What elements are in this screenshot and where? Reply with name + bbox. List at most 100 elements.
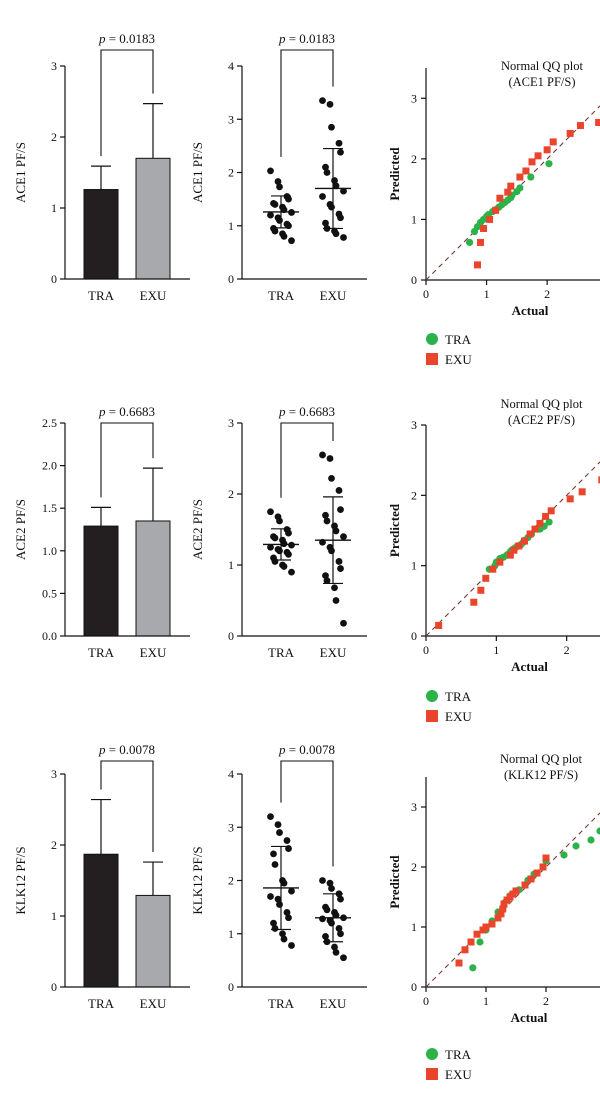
dot-y-tick-label: 0	[228, 980, 234, 994]
data-point-exu	[340, 234, 347, 241]
data-point-tra	[271, 227, 279, 235]
data-point-tra	[267, 543, 274, 551]
qq-x-tick-label: 0	[423, 287, 429, 301]
qq-plot-row3: Normal QQ plot(KLK12 PF/S)01230123Actual…	[387, 752, 600, 1025]
bar-p-value: p = 0.6683	[98, 404, 155, 419]
qq-x-tick-label: 2	[564, 643, 570, 657]
data-point-exu	[335, 558, 343, 565]
dot-y-tick-label: 4	[228, 59, 234, 73]
bar-y-tick-label: 2.0	[42, 459, 57, 473]
legend-label-tra: TRA	[445, 332, 472, 347]
x-category-label: EXU	[320, 645, 347, 660]
qq-point-exu	[496, 194, 504, 202]
data-point-exu	[332, 230, 340, 238]
qq-point-exu	[576, 122, 584, 130]
qq-point-exu	[510, 546, 518, 554]
bar-y-axis-label: ACE2 PF/S	[13, 499, 28, 560]
data-point-tra	[280, 935, 288, 943]
data-point-exu	[319, 97, 326, 105]
data-point-exu	[326, 100, 334, 108]
dot-plot-row3: TRA EXU 0 1 2 3 4 KLK12 PF/S p = 0.0078	[190, 742, 367, 1011]
data-point-exu	[332, 948, 340, 956]
data-point-tra	[276, 829, 283, 836]
qq-y-axis-label: Predicted	[387, 855, 402, 909]
qq-point-exu	[482, 574, 490, 582]
qq-subtitle: (ACE2 PF/S)	[508, 413, 575, 427]
data-point-tra	[280, 879, 288, 887]
data-point-tra	[270, 850, 277, 858]
bar-chart-row2: TRA EXU 0.0 0.5 1.0 1.5 2.0 2.5 ACE2 PF/S p = 0.6…	[13, 404, 190, 660]
qq-plot-row1: Normal QQ plot(ACE1 PF/S)01230123ActualP…	[387, 59, 600, 318]
data-point-exu	[319, 451, 326, 459]
legend-row2: TRA EXU	[426, 689, 472, 724]
dot-plot-row2: TRA EXU 0 1 2 3 ACE2 PF/S p = 0.6683	[190, 404, 367, 660]
qq-title: Normal QQ plot	[501, 397, 583, 411]
dot-y-tick-label: 2	[228, 166, 234, 180]
bar-y-tick-label: 3	[51, 59, 57, 73]
data-point-exu	[322, 933, 329, 940]
dot-y-axis-label: ACE1 PF/S	[190, 142, 205, 203]
data-point-exu	[331, 584, 338, 592]
legend-label-exu: EXU	[445, 709, 472, 724]
qq-reference-line	[425, 812, 600, 988]
qq-y-tick-label: 3	[411, 418, 417, 432]
data-point-exu	[331, 943, 338, 951]
qq-point-exu	[595, 119, 600, 127]
qq-point-exu	[520, 537, 528, 545]
bar-y-tick-label: 2	[51, 838, 57, 852]
qq-point-exu	[494, 914, 502, 922]
dot-significance-bracket	[280, 422, 334, 498]
data-point-tra	[288, 942, 295, 949]
qq-point-tra	[469, 964, 477, 972]
dot-y-tick-label: 2	[228, 487, 234, 501]
qq-point-exu	[598, 476, 600, 484]
data-point-tra	[274, 821, 282, 828]
data-point-tra	[288, 237, 295, 245]
bar-exu	[135, 520, 171, 637]
qq-point-exu	[482, 923, 490, 931]
qq-point-tra	[516, 184, 524, 192]
data-point-exu	[332, 527, 340, 535]
legend-label-tra: TRA	[445, 1047, 472, 1062]
data-point-exu	[319, 877, 326, 884]
qq-x-tick-label: 1	[493, 643, 499, 657]
qq-x-tick-label: 1	[483, 994, 489, 1008]
qq-point-tra	[587, 836, 595, 844]
qq-point-exu	[543, 146, 551, 154]
data-point-exu	[328, 919, 335, 927]
qq-point-exu	[497, 910, 505, 918]
data-point-tra	[267, 813, 274, 820]
bar-significance-bracket	[100, 49, 154, 157]
data-point-exu	[332, 182, 340, 190]
bar-p-value: p = 0.0183	[98, 31, 155, 46]
dot-y-tick-label: 3	[228, 112, 234, 126]
x-category-label: EXU	[320, 996, 347, 1011]
legend-row1: TRA EXU	[426, 332, 472, 367]
qq-reference-line	[425, 105, 600, 281]
dot-significance-bracket	[280, 760, 334, 867]
qq-x-axis-label: Actual	[511, 659, 548, 674]
data-point-tra	[288, 568, 295, 576]
qq-point-exu	[499, 905, 507, 913]
bar-y-tick-label: 1	[51, 909, 57, 923]
qq-x-tick-label: 2	[544, 287, 550, 301]
bar-y-axis-label: ACE1 PF/S	[13, 142, 28, 203]
dot-y-tick-label: 3	[228, 416, 234, 430]
qq-subtitle: (KLK12 PF/S)	[504, 768, 578, 782]
qq-point-exu	[507, 182, 515, 190]
qq-y-tick-label: 0	[411, 273, 417, 287]
bar-y-tick-label: 1	[51, 201, 57, 215]
data-point-tra	[285, 550, 292, 558]
data-point-exu	[337, 565, 344, 572]
qq-point-exu	[516, 173, 524, 181]
qq-x-tick-label: 0	[423, 643, 429, 657]
qq-point-exu	[542, 854, 550, 862]
x-category-label: TRA	[268, 288, 295, 303]
qq-title: Normal QQ plot	[501, 59, 583, 73]
data-point-tra	[271, 861, 279, 868]
dot-y-tick-label: 0	[228, 629, 234, 643]
x-category-label: TRA	[268, 996, 295, 1011]
data-point-exu	[322, 163, 329, 171]
legend-marker-tra	[426, 1048, 438, 1060]
dot-p-value: p = 0.6683	[278, 404, 335, 419]
